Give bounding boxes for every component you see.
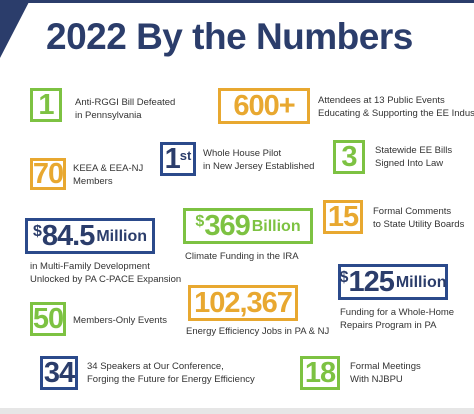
number-suffix: Billion — [251, 218, 301, 235]
number-box: 15 — [323, 200, 363, 234]
description: Climate Funding in the IRA — [185, 250, 299, 263]
description-line: Anti-RGGI Bill Defeated — [75, 97, 176, 108]
number: 15 — [327, 200, 359, 233]
description-line: 34 Speakers at Our Conference, — [87, 361, 224, 372]
description: Anti-RGGI Bill Defeated in Pennsylvania — [75, 96, 175, 122]
description: Energy Efficiency Jobs in PA & NJ — [186, 325, 329, 338]
number: 3 — [341, 140, 357, 173]
description-line: in Multi-Family Development — [30, 261, 150, 272]
top-rule — [0, 0, 474, 3]
number-suffix: Million — [96, 228, 147, 245]
description: in Multi-Family Development Unlocked by P… — [30, 260, 181, 286]
description-line: KEEA & EEA-NJ — [73, 163, 144, 174]
number-box: 600+ — [218, 88, 310, 124]
description-line: Statewide EE Bills — [375, 145, 453, 156]
number: 369 — [204, 209, 250, 242]
corner-triangle — [0, 0, 30, 58]
description-line: Members-Only Events — [73, 315, 167, 326]
description: Members-Only Events — [73, 314, 167, 327]
number-box: $125 Million — [338, 264, 448, 300]
number-box: $84.5 Million — [25, 218, 155, 254]
number-box: 34 — [40, 356, 78, 390]
description: Statewide EE Bills Signed Into Law — [375, 144, 452, 170]
number: 125 — [348, 265, 394, 298]
number-prefix: $ — [32, 223, 42, 240]
number: 1 — [38, 88, 54, 121]
description-line: to State Utility Boards — [373, 219, 465, 230]
number-box: 18 — [300, 356, 340, 390]
description-line: Unlocked by PA C-PACE Expansion — [30, 274, 182, 285]
number: 50 — [32, 302, 64, 335]
description-line: Formal Comments — [373, 206, 452, 217]
number: 102,367 — [194, 286, 293, 319]
number-box: 102,367 — [188, 285, 298, 321]
description-line: Members — [73, 176, 113, 187]
description-line: Repairs Program in PA — [340, 320, 437, 331]
number-suffix: Million — [395, 274, 447, 291]
description: 34 Speakers at Our Conference, Forging th… — [87, 360, 255, 386]
number: 34 — [43, 356, 75, 389]
number-box: 50 — [30, 302, 66, 336]
description-line: Funding for a Whole-Home — [340, 307, 455, 318]
title: 2022 By the Numbers — [46, 16, 413, 57]
description: KEEA & EEA-NJ Members — [73, 162, 143, 188]
number: 600+ — [233, 89, 295, 122]
description: Formal Comments to State Utility Boards — [373, 205, 464, 231]
description-line: Signed Into Law — [375, 158, 444, 169]
description-line: Whole House Pilot — [203, 148, 282, 159]
description-line: Forging the Future for Energy Efficiency — [87, 374, 255, 385]
bottom-band — [0, 408, 474, 414]
description: Formal Meetings With NJBPU — [350, 360, 421, 386]
description-line: Attendees at 13 Public Events — [318, 95, 445, 106]
description-line: Formal Meetings — [350, 361, 421, 372]
number-box: $369 Billion — [183, 208, 313, 244]
description: Funding for a Whole-Home Repairs Program … — [340, 306, 454, 332]
number: 84.5 — [41, 219, 95, 252]
description: Whole House Pilot in New Jersey Establish… — [203, 147, 314, 173]
description-line: in New Jersey Established — [203, 161, 315, 172]
number: 1 — [164, 142, 181, 175]
number-prefix: $ — [339, 269, 349, 286]
number-box: 1 — [30, 88, 62, 122]
number: 70 — [32, 157, 64, 190]
number-prefix: $ — [195, 213, 205, 230]
number-suffix: st — [179, 148, 192, 163]
description-line: With NJBPU — [350, 374, 403, 385]
description-line: in Pennsylvania — [75, 110, 142, 121]
description-line: Educating & Supporting the EE Industry — [318, 108, 474, 119]
number-box: 3 — [333, 140, 365, 174]
description-line: Energy Efficiency Jobs in PA & NJ — [186, 326, 330, 337]
number-box: 70 — [30, 158, 66, 190]
description-line: Climate Funding in the IRA — [185, 251, 299, 262]
description: Attendees at 13 Public Events Educating &… — [318, 94, 474, 120]
number: 18 — [304, 356, 336, 389]
